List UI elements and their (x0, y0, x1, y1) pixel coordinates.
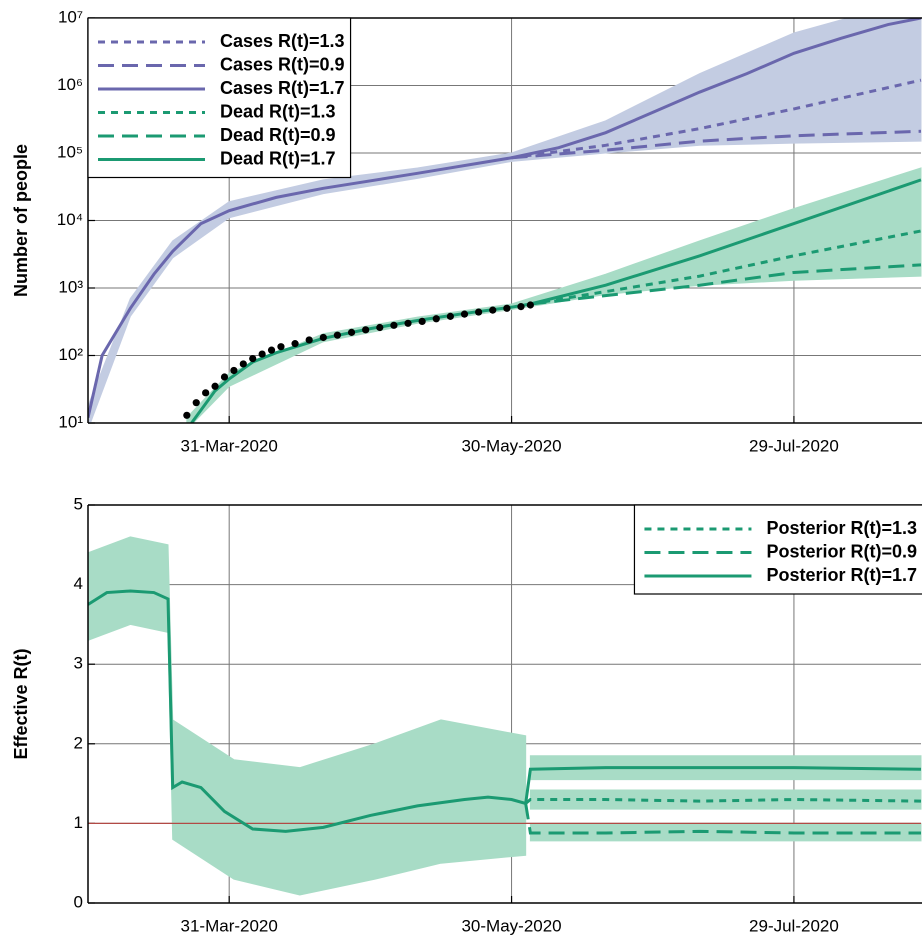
y-tick-label: 10¹ (58, 412, 83, 431)
y-tick-label: 10⁶ (57, 75, 83, 94)
observed-point (489, 306, 497, 314)
legend-box (633, 504, 922, 595)
observed-point (376, 323, 384, 332)
observed-point (277, 343, 285, 351)
legend: Cases R(t)=1.3 Cases R(t)=0.9 Cases R(t)=1… (87, 17, 352, 179)
series-line (88, 18, 922, 418)
legend-label: Cases R(t)=0.9 (220, 54, 345, 74)
x-tick-label: 31-Mar-2020 (181, 916, 278, 935)
observed-point (362, 326, 370, 334)
x-tick-label: 30-May-2020 (461, 436, 561, 455)
y-axis-label: Effective R(t) (11, 648, 31, 759)
observed-point (460, 310, 469, 318)
x-tick-label: 29-Jul-2020 (749, 436, 839, 455)
observed-point (220, 373, 229, 381)
observed-point (239, 360, 247, 368)
ensemble-band (167, 544, 527, 896)
observed-point (475, 308, 483, 316)
y-tick-label: 1 (74, 813, 83, 832)
observed-point (192, 399, 200, 407)
legend-label: Cases R(t)=1.7 (220, 78, 345, 98)
observed-point (230, 366, 238, 375)
y-axis-label: Number of people (11, 144, 31, 297)
series-line (524, 798, 922, 805)
observed-point (305, 336, 313, 344)
legend-label: Dead R(t)=0.9 (220, 125, 336, 145)
observed-point (503, 304, 511, 312)
x-tick-label: 29-Jul-2020 (749, 916, 839, 935)
series-line (511, 129, 922, 160)
x-tick-label: 31-Mar-2020 (181, 436, 278, 455)
y-tick-label: 4 (74, 574, 83, 593)
y-tick-label: 10⁵ (57, 142, 83, 161)
plot-area (88, 536, 922, 896)
y-tick-label: 10² (58, 345, 83, 364)
legend-box (87, 17, 352, 179)
observed-point (432, 315, 440, 323)
series-line (190, 178, 922, 423)
observed-point (319, 333, 327, 342)
ensemble-band (186, 167, 922, 423)
observed-point (404, 319, 412, 327)
ensemble-band (88, 18, 922, 423)
observed-point (347, 328, 356, 336)
legend-label: Dead R(t)=1.3 (220, 101, 336, 121)
legend-label: Cases R(t)=1.3 (220, 31, 345, 51)
legend: Posterior R(t)=1.3 Posterior R(t)=0.9 Post… (633, 504, 922, 595)
y-tick-label: 3 (74, 654, 83, 673)
observed-point (258, 350, 266, 358)
y-tick-label: 10⁷ (58, 7, 83, 26)
observed-point (249, 354, 257, 363)
legend-label: Posterior R(t)=1.7 (766, 565, 917, 585)
y-tick-label: 10⁴ (57, 210, 83, 229)
series-line (88, 589, 922, 833)
plot-area (88, 18, 922, 423)
observed-point (526, 301, 534, 309)
y-tick-label: 0 (74, 892, 83, 911)
x-tick-label: 30-May-2020 (461, 916, 561, 935)
series-line (530, 263, 922, 306)
observed-point (183, 411, 191, 419)
observed-point (390, 321, 398, 329)
series-line (524, 803, 921, 835)
y-tick-label: 5 (74, 494, 83, 513)
series-line (511, 78, 922, 160)
legend-label: Posterior R(t)=1.3 (766, 518, 917, 538)
legend-label: Dead R(t)=1.7 (220, 148, 336, 168)
observed-point (202, 389, 210, 397)
ensemble-band (88, 536, 169, 641)
observed-point (446, 312, 454, 320)
legend-label: Posterior R(t)=0.9 (766, 541, 917, 561)
observed-point (517, 303, 525, 311)
observed-point (211, 382, 219, 390)
observed-point (418, 317, 426, 326)
observed-point (291, 340, 299, 348)
y-tick-label: 10³ (58, 277, 83, 296)
y-tick-label: 2 (74, 733, 83, 752)
observed-point (267, 346, 276, 354)
observed-point (333, 331, 342, 339)
